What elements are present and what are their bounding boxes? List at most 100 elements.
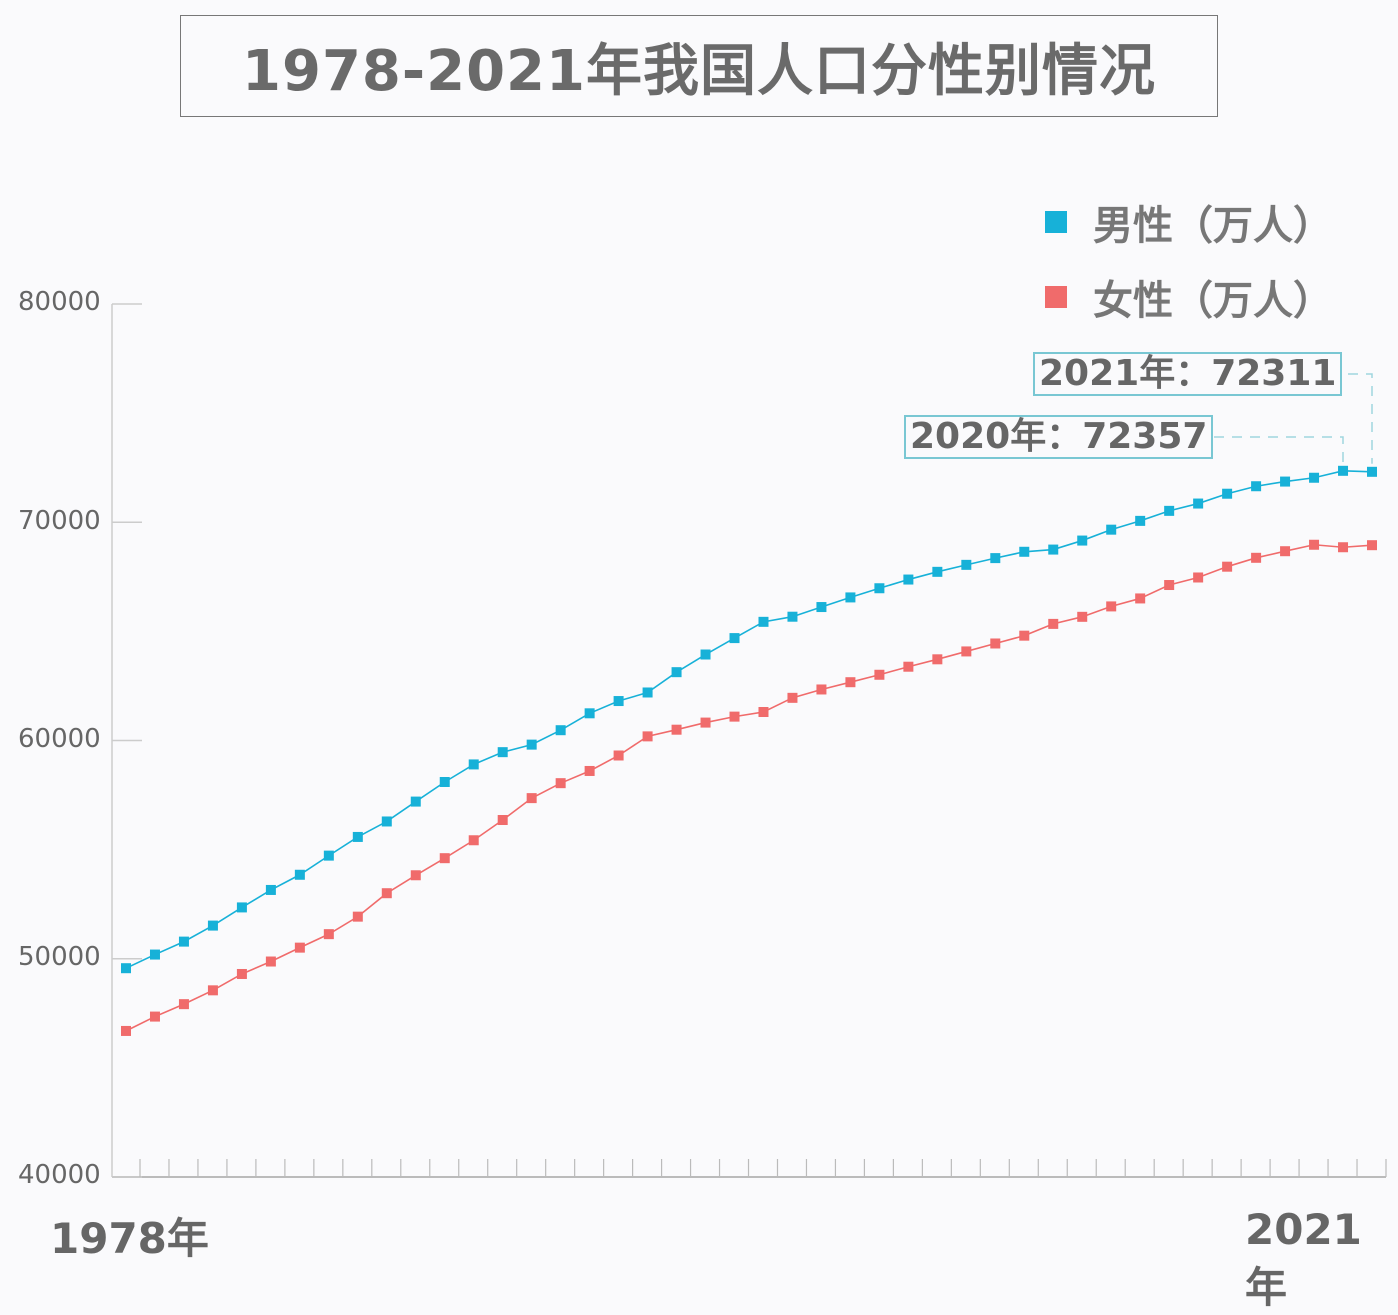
data-point-male — [121, 963, 131, 974]
y-tick-label: 80000 — [18, 287, 101, 317]
data-point-male — [990, 553, 1001, 564]
data-point-male — [1222, 488, 1233, 499]
data-point-male — [961, 559, 972, 570]
legend-item-female: 女性（万人） — [1045, 268, 1333, 326]
data-point-male — [1193, 498, 1204, 509]
data-point-female — [613, 750, 624, 761]
data-point-male — [642, 687, 653, 698]
data-point-male — [236, 902, 247, 913]
data-point-male — [671, 667, 682, 678]
data-point-male — [729, 633, 740, 644]
data-point-female — [497, 815, 508, 826]
data-point-female — [1367, 540, 1377, 551]
data-point-female — [121, 1025, 131, 1036]
data-point-female — [816, 684, 827, 695]
data-point-male — [816, 602, 827, 613]
legend-label-male: 男性（万人） — [1093, 203, 1333, 249]
data-point-male — [758, 616, 769, 627]
data-point-female — [642, 731, 653, 742]
data-point-female — [961, 646, 972, 657]
data-point-male — [1106, 524, 1117, 535]
data-point-female — [1164, 580, 1175, 591]
data-point-female — [758, 706, 769, 717]
data-point-female — [729, 711, 740, 722]
data-point-male — [207, 920, 218, 931]
data-point-female — [932, 654, 943, 665]
data-point-male — [1280, 476, 1291, 487]
data-point-male — [1251, 481, 1262, 492]
data-point-female — [207, 985, 218, 996]
y-tick-label: 70000 — [18, 506, 101, 536]
data-point-female — [1048, 618, 1059, 629]
annotation-leader-2020 — [1196, 436, 1344, 463]
y-tick-label: 60000 — [18, 724, 101, 754]
data-point-female — [700, 717, 711, 728]
data-point-male — [439, 776, 450, 787]
data-point-female — [1280, 546, 1291, 557]
data-point-female — [1135, 593, 1146, 604]
data-point-female — [1309, 539, 1320, 550]
data-point-female — [323, 929, 334, 940]
data-point-male — [1135, 515, 1146, 526]
data-point-male — [1338, 465, 1349, 476]
data-point-female — [1077, 611, 1088, 622]
legend-swatch-male — [1045, 211, 1067, 233]
data-point-male — [584, 708, 595, 719]
data-point-female — [1193, 572, 1204, 583]
data-point-male — [932, 566, 943, 577]
series-line-female — [125, 543, 1373, 1032]
data-point-male — [874, 583, 885, 594]
data-point-female — [671, 724, 682, 735]
chart-title: 1978-2021年我国人口分性别情况 — [180, 15, 1218, 117]
data-point-male — [1309, 472, 1320, 483]
data-point-male — [903, 574, 914, 585]
data-point-male — [149, 949, 160, 960]
data-point-male — [526, 739, 537, 750]
data-point-female — [294, 942, 305, 953]
data-point-female — [178, 999, 189, 1010]
data-point-male — [1077, 535, 1088, 546]
data-point-male — [323, 850, 334, 861]
data-point-female — [555, 778, 566, 789]
data-point-female — [584, 765, 595, 776]
data-point-female — [1019, 630, 1030, 641]
legend-label-female: 女性（万人） — [1093, 278, 1333, 324]
data-point-female — [468, 835, 479, 846]
data-point-female — [1251, 552, 1262, 563]
data-point-male — [700, 649, 711, 660]
data-point-female — [787, 692, 798, 703]
data-point-male — [1019, 546, 1030, 557]
data-point-female — [439, 853, 450, 864]
annotation-2021: 2021年：72311 — [1033, 352, 1343, 396]
data-point-male — [613, 696, 624, 707]
data-point-female — [874, 669, 885, 680]
legend-swatch-female — [1045, 286, 1067, 308]
data-point-female — [1222, 561, 1233, 572]
data-point-male — [1164, 505, 1175, 516]
data-point-male — [410, 796, 421, 807]
data-point-female — [410, 870, 421, 881]
data-point-female — [265, 956, 276, 967]
data-point-male — [294, 869, 305, 880]
data-point-male — [1367, 466, 1377, 477]
data-point-female — [236, 968, 247, 979]
data-point-male — [381, 816, 392, 827]
data-point-male — [1048, 544, 1059, 555]
data-point-male — [265, 884, 276, 895]
data-point-female — [1338, 542, 1349, 553]
data-point-male — [178, 936, 189, 947]
data-point-female — [990, 638, 1001, 649]
legend-item-male: 男性（万人） — [1045, 193, 1333, 251]
annotation-2020: 2020年：72357 — [904, 415, 1214, 459]
data-point-male — [555, 725, 566, 736]
data-point-female — [149, 1011, 160, 1022]
data-point-female — [845, 677, 856, 688]
data-point-female — [903, 661, 914, 672]
data-point-male — [352, 831, 363, 842]
series-line-male — [125, 470, 1373, 969]
data-point-male — [787, 611, 798, 622]
data-point-female — [352, 911, 363, 922]
data-point-male — [845, 592, 856, 603]
y-tick-label: 50000 — [18, 942, 101, 972]
data-point-female — [381, 888, 392, 899]
